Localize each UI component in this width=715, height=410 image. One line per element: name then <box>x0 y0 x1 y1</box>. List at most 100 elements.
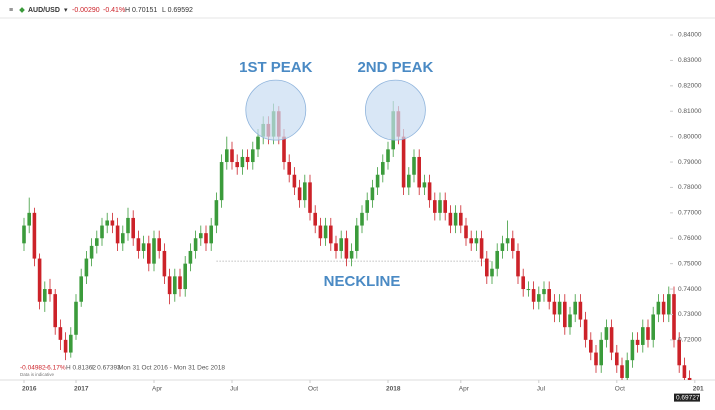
dropdown[interactable]: ▾ <box>64 7 68 14</box>
y-tick-label: 0.74000 <box>678 286 702 293</box>
candle-body <box>365 200 369 213</box>
candle-body <box>308 182 312 213</box>
candle-body <box>615 352 619 366</box>
candle-body <box>219 162 224 201</box>
candle-body <box>526 289 531 291</box>
candle-body <box>360 212 364 226</box>
y-tick-label: 0.83000 <box>678 57 702 64</box>
x-tick-label: Jul <box>230 386 239 393</box>
candle-body <box>417 156 421 188</box>
peak-label: 2ND PEAK <box>357 59 433 76</box>
candle-body <box>609 327 614 353</box>
candle-body <box>173 276 177 295</box>
candle-body <box>604 327 609 340</box>
candle-body <box>511 238 515 251</box>
candle-body <box>58 327 63 340</box>
candle-body <box>251 149 255 163</box>
candle-body <box>193 238 198 251</box>
candle-body <box>547 289 551 302</box>
x-tick-label: Jul <box>537 386 546 393</box>
y-tick-label: 0.81000 <box>678 108 702 115</box>
footer-high: H 0.81362 <box>66 365 96 372</box>
footer-change-pct: -6.17% <box>45 365 66 372</box>
x-tick-label: Apr <box>459 386 470 393</box>
candle-body <box>214 200 219 226</box>
candle-body <box>625 360 629 378</box>
candle-body <box>464 225 468 239</box>
candle-body <box>297 187 302 201</box>
candle-body <box>240 156 245 168</box>
y-tick-label: 0.73000 <box>678 311 702 318</box>
candle-body <box>370 187 375 201</box>
candle-body <box>339 238 343 251</box>
y-tick-label: 0.75000 <box>678 260 702 267</box>
candle-body <box>682 365 687 378</box>
candle-body <box>500 243 505 251</box>
candle-body <box>427 182 432 201</box>
candle-body <box>235 162 239 168</box>
last-price-label: 0.69727 <box>676 394 700 401</box>
candle-body <box>635 339 640 345</box>
y-tick-label: 0.84000 <box>678 32 702 39</box>
candle-body <box>204 233 208 244</box>
candle-body <box>641 327 645 345</box>
header-high: H 0.70151 <box>125 7 157 14</box>
candle-body <box>225 149 229 163</box>
candle-body <box>474 238 479 244</box>
candle-body <box>43 289 47 302</box>
y-tick-label: 0.80000 <box>678 133 702 140</box>
candle-body <box>329 225 333 244</box>
candle-body <box>152 238 156 264</box>
candle-body <box>89 245 94 259</box>
footer-range: Mon 31 Oct 2016 - Mon 31 Dec 2018 <box>118 365 225 372</box>
candle-body <box>318 225 323 239</box>
plot <box>22 101 692 380</box>
candle-body <box>37 258 42 302</box>
candle-body <box>287 162 291 175</box>
header-low: L 0.69592 <box>162 7 193 14</box>
y-tick-label: 0.78000 <box>678 184 702 191</box>
candle-body <box>183 263 187 290</box>
candle-body <box>115 225 120 244</box>
candle-body <box>32 212 37 259</box>
candle-body <box>448 212 453 226</box>
candle-body <box>95 238 99 246</box>
candle-body <box>469 238 473 244</box>
header-change-pct: -0.41% <box>103 7 125 14</box>
y-tick-label: 0.76000 <box>678 235 702 242</box>
candle-body <box>53 294 57 328</box>
candle-body <box>381 162 385 175</box>
candle-body <box>282 136 286 163</box>
candle-body <box>542 289 546 295</box>
candle-body <box>27 212 31 226</box>
candle-body <box>126 217 130 234</box>
candle-body <box>245 156 250 163</box>
candle-body <box>594 352 598 366</box>
footer-low: L 0.67393 <box>92 365 121 372</box>
candle-body <box>110 220 115 226</box>
candle-body <box>355 225 359 251</box>
candle-body <box>313 212 317 226</box>
candle-body <box>349 250 354 259</box>
candle-body <box>677 339 681 366</box>
candle-body <box>412 156 416 175</box>
candle-body <box>63 339 68 353</box>
candle-body <box>531 289 536 302</box>
candle-body <box>537 294 541 302</box>
x-tick-label: 201 <box>693 386 704 393</box>
candle-body <box>79 276 83 302</box>
menu-icon[interactable]: ≡ <box>9 7 13 14</box>
candle-body <box>563 301 567 328</box>
candle-body <box>646 327 650 340</box>
symbol[interactable]: AUD/USD <box>28 7 60 14</box>
candle-body <box>459 212 463 226</box>
candle-body <box>105 220 109 226</box>
candle-body <box>661 301 666 315</box>
candle-body <box>687 377 692 380</box>
candle-body <box>69 334 73 353</box>
candle-body <box>344 238 349 259</box>
x-tick-label: Apr <box>152 386 163 393</box>
candle-body <box>401 136 406 188</box>
candle-body <box>121 233 125 244</box>
peak-circle <box>364 79 426 141</box>
